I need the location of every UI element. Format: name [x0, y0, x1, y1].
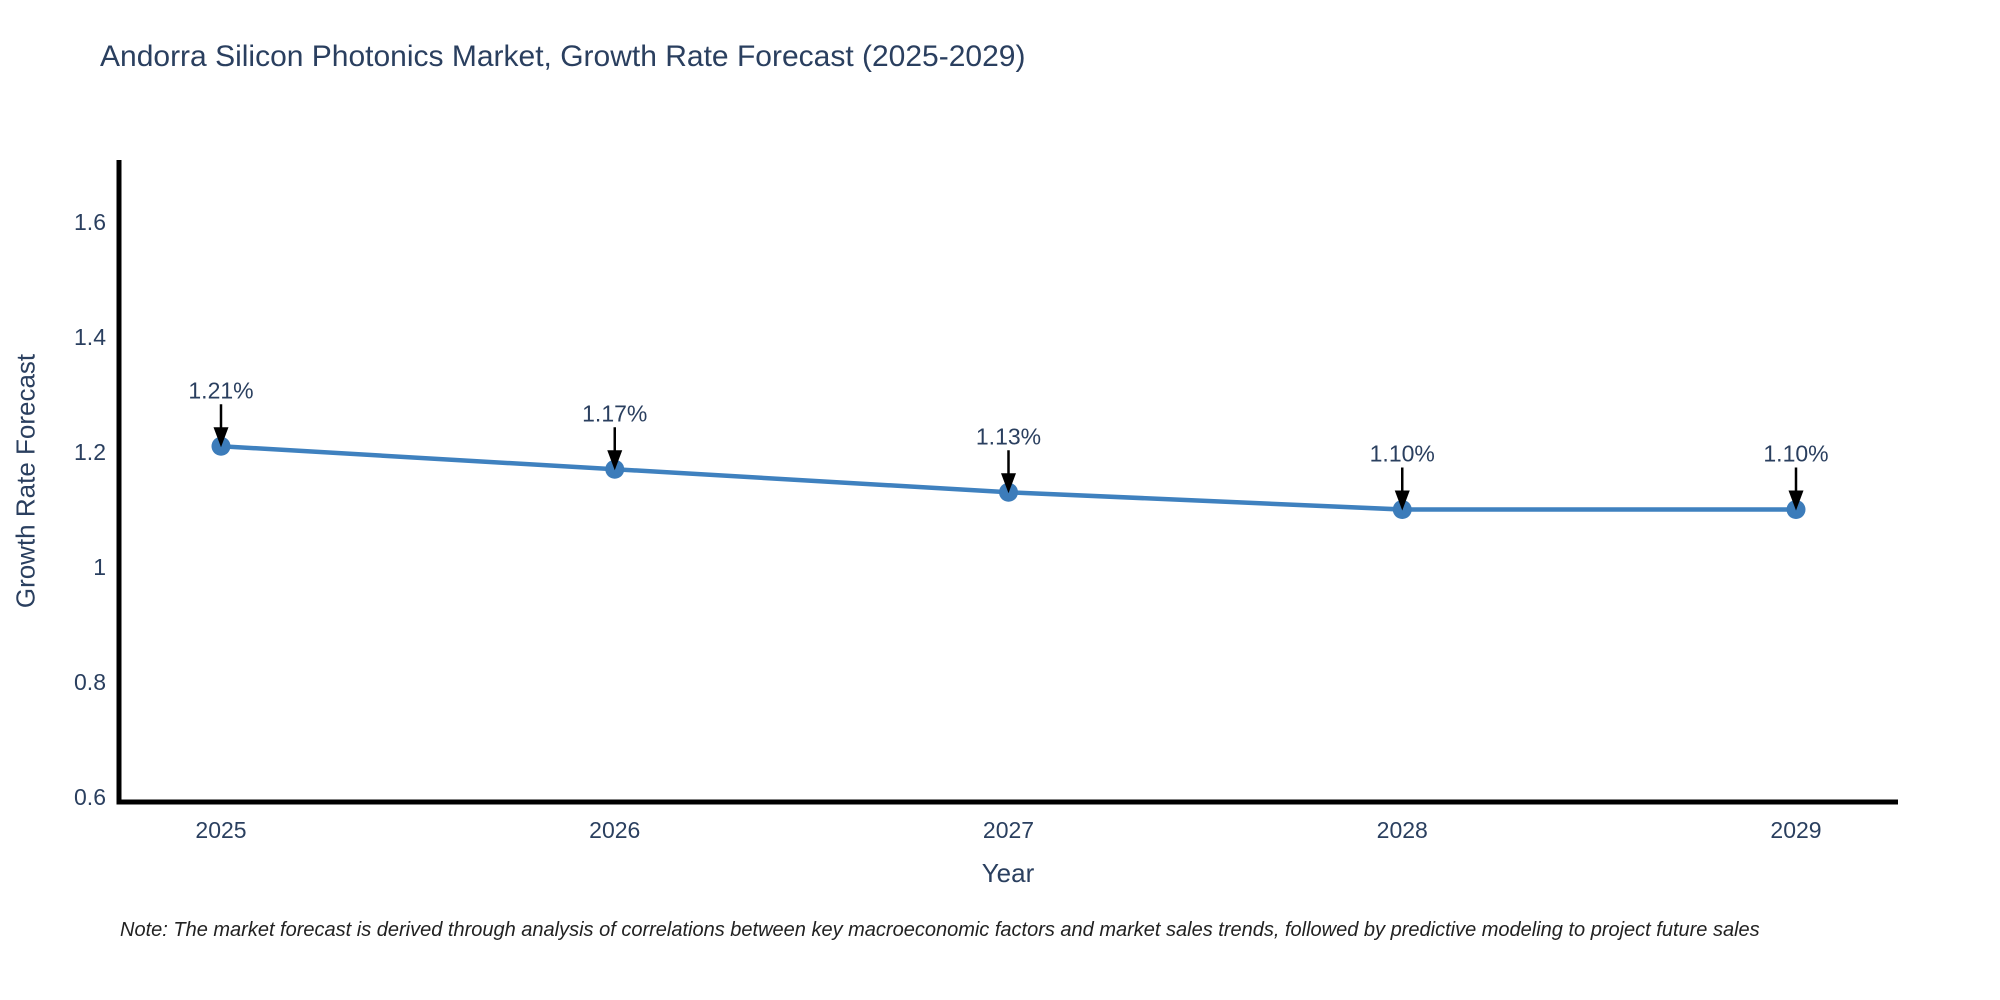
annotation-label: 1.10% [1763, 441, 1828, 467]
y-tick-label: 1.2 [74, 439, 106, 465]
chart-title: Andorra Silicon Photonics Market, Growth… [100, 40, 1026, 73]
annotation-arrowhead [1394, 490, 1410, 511]
x-tick-label: 2029 [1770, 817, 1821, 843]
footnote: Note: The market forecast is derived thr… [120, 919, 1760, 941]
annotation-label: 1.21% [188, 377, 253, 403]
x-tick-label: 2025 [195, 817, 246, 843]
y-tick-label: 1.4 [74, 324, 106, 350]
annotation-arrowhead [1001, 473, 1016, 494]
annotation-label: 1.10% [1370, 441, 1435, 467]
y-tick-label: 1.6 [74, 209, 106, 235]
x-tick-label: 2028 [1377, 817, 1428, 843]
annotation-arrowhead [1788, 490, 1804, 511]
x-tick-label: 2026 [589, 817, 640, 843]
y-tick-label: 0.6 [74, 784, 106, 810]
annotation-arrowhead [607, 450, 623, 471]
annotation-arrowhead [213, 427, 229, 448]
x-tick-label: 2027 [983, 817, 1034, 843]
y-tick-label: 1 [93, 554, 106, 580]
x-axis-title: Year [981, 858, 1035, 888]
annotation-label: 1.17% [582, 400, 647, 426]
y-tick-label: 0.8 [74, 669, 106, 695]
axis-lines [116, 160, 1898, 805]
annotation-label: 1.13% [976, 423, 1041, 449]
